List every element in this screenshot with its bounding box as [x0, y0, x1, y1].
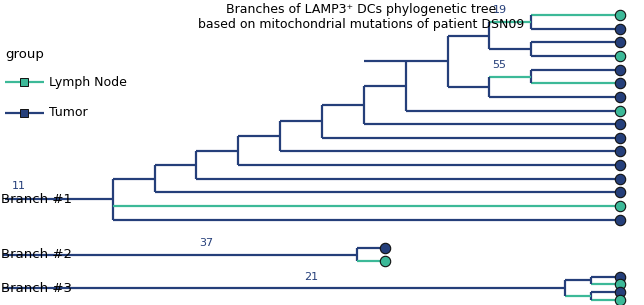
- Text: Branch #1: Branch #1: [1, 192, 72, 206]
- Text: 37: 37: [199, 238, 213, 248]
- Text: Tumor: Tumor: [49, 106, 88, 119]
- Text: Branches of LAMP3⁺ DCs phylogenetic tree
based on mitochondrial mutations of pat: Branches of LAMP3⁺ DCs phylogenetic tree…: [198, 3, 524, 31]
- Text: 11: 11: [12, 181, 26, 192]
- Text: Lymph Node: Lymph Node: [49, 76, 127, 89]
- Text: 55: 55: [493, 60, 507, 70]
- Text: Branch #3: Branch #3: [1, 282, 72, 295]
- Text: 21: 21: [304, 271, 317, 282]
- Text: Branch #2: Branch #2: [1, 248, 72, 261]
- Text: group: group: [5, 48, 44, 61]
- Text: 19: 19: [493, 5, 507, 15]
